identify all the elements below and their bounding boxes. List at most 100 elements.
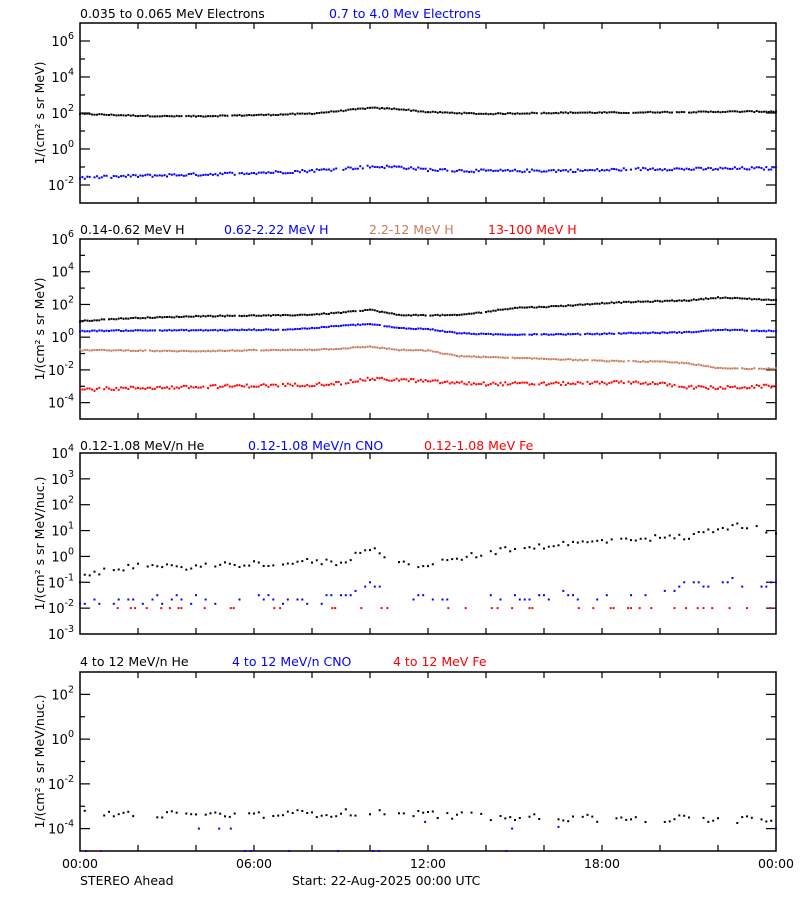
data-point <box>168 173 171 176</box>
data-point <box>342 324 345 327</box>
data-point <box>434 111 437 113</box>
data-point <box>204 115 207 118</box>
data-point <box>262 383 265 386</box>
data-point <box>180 174 183 177</box>
data-point <box>407 380 410 383</box>
data-point <box>110 113 113 116</box>
data-point <box>499 381 502 384</box>
data-point <box>168 607 171 610</box>
data-point <box>642 331 645 334</box>
data-point <box>91 329 94 332</box>
legend-label: 0.62-2.22 MeV H <box>224 222 329 237</box>
data-point <box>572 594 574 597</box>
data-point <box>311 385 313 388</box>
data-point <box>550 112 553 115</box>
data-point <box>315 348 318 351</box>
data-point <box>238 114 241 116</box>
data-point <box>743 110 746 113</box>
data-point <box>588 332 591 335</box>
data-point <box>634 300 637 303</box>
data-point <box>543 170 545 173</box>
data-point <box>613 111 616 114</box>
data-point <box>296 598 299 601</box>
data-point <box>591 111 594 114</box>
data-point <box>683 168 686 171</box>
data-point <box>79 602 81 605</box>
data-point <box>238 172 241 175</box>
data-point <box>286 810 289 813</box>
data-point <box>236 114 239 117</box>
data-point <box>204 813 207 816</box>
data-point <box>410 109 413 112</box>
data-point <box>388 312 391 315</box>
data-point <box>325 594 328 597</box>
data-point <box>228 562 231 565</box>
data-point <box>731 577 734 579</box>
data-point <box>646 383 649 386</box>
data-point <box>574 358 577 361</box>
data-point <box>762 168 765 171</box>
data-point <box>377 850 380 852</box>
data-point <box>702 168 705 171</box>
data-point <box>306 314 309 317</box>
data-point <box>516 356 519 359</box>
data-point <box>320 814 323 817</box>
data-point <box>724 166 727 169</box>
y-axis-label: 1/(cm² s sr MeV) <box>32 61 47 164</box>
data-point <box>671 331 674 334</box>
data-point <box>489 112 492 115</box>
data-point <box>373 106 376 109</box>
data-point <box>347 166 350 169</box>
data-point <box>267 385 270 388</box>
data-point <box>427 380 429 383</box>
plot-frame <box>79 22 777 204</box>
data-point <box>528 171 531 173</box>
data-point <box>654 534 657 537</box>
data-point <box>702 385 705 388</box>
data-point <box>79 330 81 333</box>
data-point <box>707 329 710 332</box>
data-point <box>127 810 130 813</box>
data-point <box>562 169 565 172</box>
data-point <box>564 305 567 308</box>
data-point <box>100 329 103 332</box>
data-point <box>83 319 86 322</box>
data-point <box>296 314 299 317</box>
data-point <box>199 328 202 331</box>
data-point <box>591 303 594 306</box>
data-point <box>760 330 763 333</box>
data-point <box>610 332 613 335</box>
data-point <box>772 330 775 333</box>
data-point <box>86 348 89 351</box>
data-point <box>480 356 483 359</box>
data-point <box>395 165 398 168</box>
data-point <box>770 581 773 584</box>
data-point <box>320 325 323 328</box>
data-point <box>354 589 357 592</box>
data-point <box>115 329 118 332</box>
data-point <box>139 174 142 177</box>
data-point <box>214 602 217 605</box>
data-point <box>344 347 347 350</box>
data-point <box>620 169 623 172</box>
data-point <box>132 329 135 332</box>
data-point <box>108 349 110 352</box>
data-point <box>238 349 241 352</box>
data-point <box>436 111 439 114</box>
data-point <box>576 381 579 384</box>
y-axis-label: 1/(cm² s sr MeV) <box>32 277 47 380</box>
data-point <box>775 166 777 169</box>
data-point <box>347 347 350 350</box>
data-point <box>567 382 570 385</box>
data-point <box>115 114 118 117</box>
data-point <box>294 328 297 331</box>
data-point <box>480 332 483 335</box>
data-point <box>265 384 268 387</box>
data-point <box>219 314 222 317</box>
data-point <box>110 349 113 352</box>
data-point <box>729 297 732 300</box>
data-point <box>630 382 632 385</box>
data-point <box>98 177 101 180</box>
data-point <box>468 171 471 173</box>
data-point <box>501 308 504 311</box>
